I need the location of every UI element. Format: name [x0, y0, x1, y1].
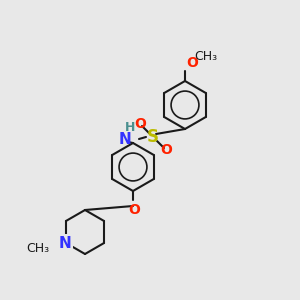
- Text: O: O: [186, 56, 198, 70]
- Text: N: N: [58, 236, 71, 250]
- Text: O: O: [128, 203, 140, 217]
- Text: H: H: [125, 121, 135, 134]
- Text: O: O: [160, 143, 172, 157]
- Text: S: S: [147, 128, 159, 146]
- Text: CH₃: CH₃: [26, 242, 49, 254]
- Text: CH₃: CH₃: [194, 50, 217, 63]
- Text: N: N: [118, 131, 131, 146]
- Text: O: O: [134, 117, 146, 131]
